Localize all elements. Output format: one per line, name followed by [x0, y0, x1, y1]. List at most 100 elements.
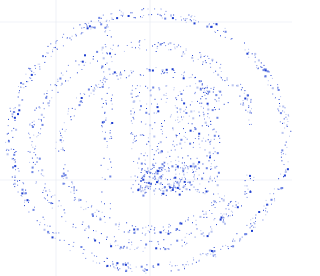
dot — [155, 163, 156, 164]
dot — [161, 129, 162, 130]
dot — [103, 78, 104, 79]
dot — [210, 67, 211, 68]
dot — [124, 232, 125, 233]
dot — [118, 226, 119, 227]
dot — [126, 247, 128, 249]
dot — [213, 204, 214, 205]
dot — [179, 143, 181, 145]
dot — [202, 211, 203, 212]
dot — [93, 94, 94, 95]
dot — [87, 27, 89, 29]
dot — [110, 244, 111, 245]
dot — [212, 255, 213, 256]
dot — [64, 212, 65, 213]
dot — [63, 149, 64, 150]
dot — [212, 180, 213, 181]
dot — [192, 184, 193, 185]
dot — [169, 264, 170, 265]
dot — [251, 108, 252, 109]
dot — [284, 123, 285, 124]
dot — [249, 175, 251, 177]
dot — [219, 91, 221, 93]
dot — [30, 123, 31, 124]
dot — [232, 206, 233, 207]
dot — [131, 244, 132, 245]
dot — [144, 189, 145, 190]
dot — [191, 16, 192, 17]
dot — [203, 92, 204, 93]
dot — [76, 190, 77, 191]
dot — [281, 187, 283, 189]
dot — [132, 134, 133, 135]
dot — [239, 96, 240, 97]
dot — [245, 110, 246, 111]
dot — [35, 65, 36, 66]
dot — [107, 237, 108, 238]
dot — [15, 107, 16, 108]
dot — [149, 241, 150, 242]
dot — [131, 242, 132, 243]
dot — [241, 205, 242, 206]
dot — [140, 180, 142, 182]
dot — [83, 253, 84, 254]
dot — [142, 17, 143, 18]
dot — [205, 122, 207, 124]
dot — [227, 79, 228, 80]
dot — [67, 114, 68, 115]
dot — [173, 89, 174, 90]
dot — [125, 264, 127, 266]
dot — [28, 202, 29, 203]
dot — [80, 100, 82, 102]
dot — [139, 45, 140, 46]
dot — [166, 69, 168, 71]
dot — [216, 224, 217, 225]
dot — [35, 183, 36, 184]
dot — [186, 48, 187, 49]
dot — [231, 38, 232, 39]
dot — [280, 174, 281, 175]
dot — [194, 22, 196, 24]
dot — [44, 219, 45, 220]
dot — [110, 203, 111, 204]
dot — [191, 57, 193, 59]
dot — [214, 160, 215, 161]
dot — [250, 178, 251, 179]
dot — [208, 234, 209, 235]
dot — [26, 81, 27, 82]
dot — [5, 142, 6, 143]
dot — [146, 104, 147, 105]
dot — [169, 184, 170, 185]
dot — [43, 103, 44, 104]
dot — [63, 178, 64, 179]
dot — [52, 90, 53, 91]
dot — [105, 30, 106, 31]
dot — [43, 217, 44, 218]
dot — [181, 100, 182, 101]
dot — [228, 215, 229, 216]
dot — [176, 136, 177, 137]
dot — [120, 246, 122, 248]
dot — [105, 44, 106, 45]
dot — [240, 84, 241, 85]
dot — [107, 53, 108, 54]
dot — [201, 81, 202, 82]
dot — [154, 165, 155, 166]
dot — [118, 229, 119, 230]
dot — [219, 98, 220, 99]
dot — [284, 112, 285, 113]
dot — [30, 78, 31, 79]
dot — [148, 141, 149, 142]
dot — [119, 268, 120, 269]
dot — [214, 135, 216, 137]
dot — [174, 183, 175, 184]
dot — [200, 88, 201, 89]
dot — [85, 23, 86, 24]
dot — [40, 222, 41, 223]
dot — [198, 59, 199, 60]
dot — [83, 209, 84, 210]
dot — [136, 267, 137, 268]
dot — [42, 55, 44, 57]
dot — [198, 164, 199, 165]
dot — [91, 86, 92, 87]
dot — [166, 157, 167, 158]
